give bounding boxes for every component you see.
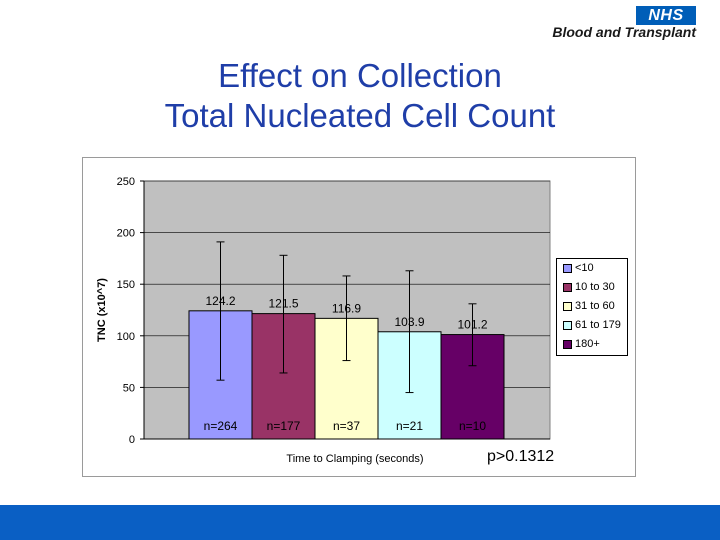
legend-swatch [563,264,572,273]
sample-size-label: n=264 [204,419,238,433]
x-axis-title: Time to Clamping (seconds) [286,453,423,465]
legend-swatch [563,340,572,349]
bar [251,313,316,440]
legend-swatch [563,321,572,330]
legend-item: <10 [557,259,627,278]
legend-label: 61 to 179 [575,319,621,331]
y-tick-label: 200 [117,228,135,240]
bar-chart: 0 50 100 150 200 250 124.2 n=264 121.5 n=177 116.9… [96,176,551,465]
slide-title-line-1: Effect on Collection [218,57,502,94]
legend-label: 180+ [575,338,600,350]
data-label: 103.9 [394,315,424,329]
legend-label: 31 to 60 [575,300,615,312]
y-tick-label: 150 [117,279,135,291]
sample-size-label: n=21 [396,419,423,433]
chart-area: 0 50 100 150 200 250 124.2 n=264 121.5 n=177 116.9… [82,157,636,477]
sample-size-label: n=37 [333,419,360,433]
legend-item: 61 to 179 [557,316,627,335]
p-value-annotation: p>0.1312 [487,448,555,465]
slide-title: Effect on Collection Total Nucleated Cel… [0,56,720,136]
data-label: 116.9 [332,301,361,315]
slide-title-line-2: Total Nucleated Cell Count [164,97,556,134]
y-axis-title: TNC (x10^7) [96,278,108,342]
y-tick-label: 50 [123,382,135,394]
data-label: 121.5 [268,297,298,311]
legend-label: 10 to 30 [575,281,615,293]
y-tick-label: 0 [129,434,135,446]
legend-swatch [563,283,572,292]
organisation-name: Blood and Transplant [552,24,696,40]
nhs-blood-and-transplant-logo: NHS Blood and Transplant [490,4,702,40]
sample-size-label: n=10 [459,419,486,433]
legend-swatch [563,302,572,311]
y-tick-label: 250 [117,176,135,188]
legend-item: 180+ [557,335,627,354]
data-label: 124.2 [205,294,235,308]
legend-item: 31 to 60 [557,297,627,316]
legend-item: 10 to 30 [557,278,627,297]
y-tick-label: 100 [117,331,135,343]
sample-size-label: n=177 [267,419,301,433]
footer-bar [0,505,720,540]
chart-legend: <10 10 to 30 31 to 60 61 to 179 180+ [556,258,628,356]
legend-label: <10 [575,262,594,274]
nhs-logo-mark: NHS [636,6,696,25]
data-label: 101.2 [457,318,487,332]
